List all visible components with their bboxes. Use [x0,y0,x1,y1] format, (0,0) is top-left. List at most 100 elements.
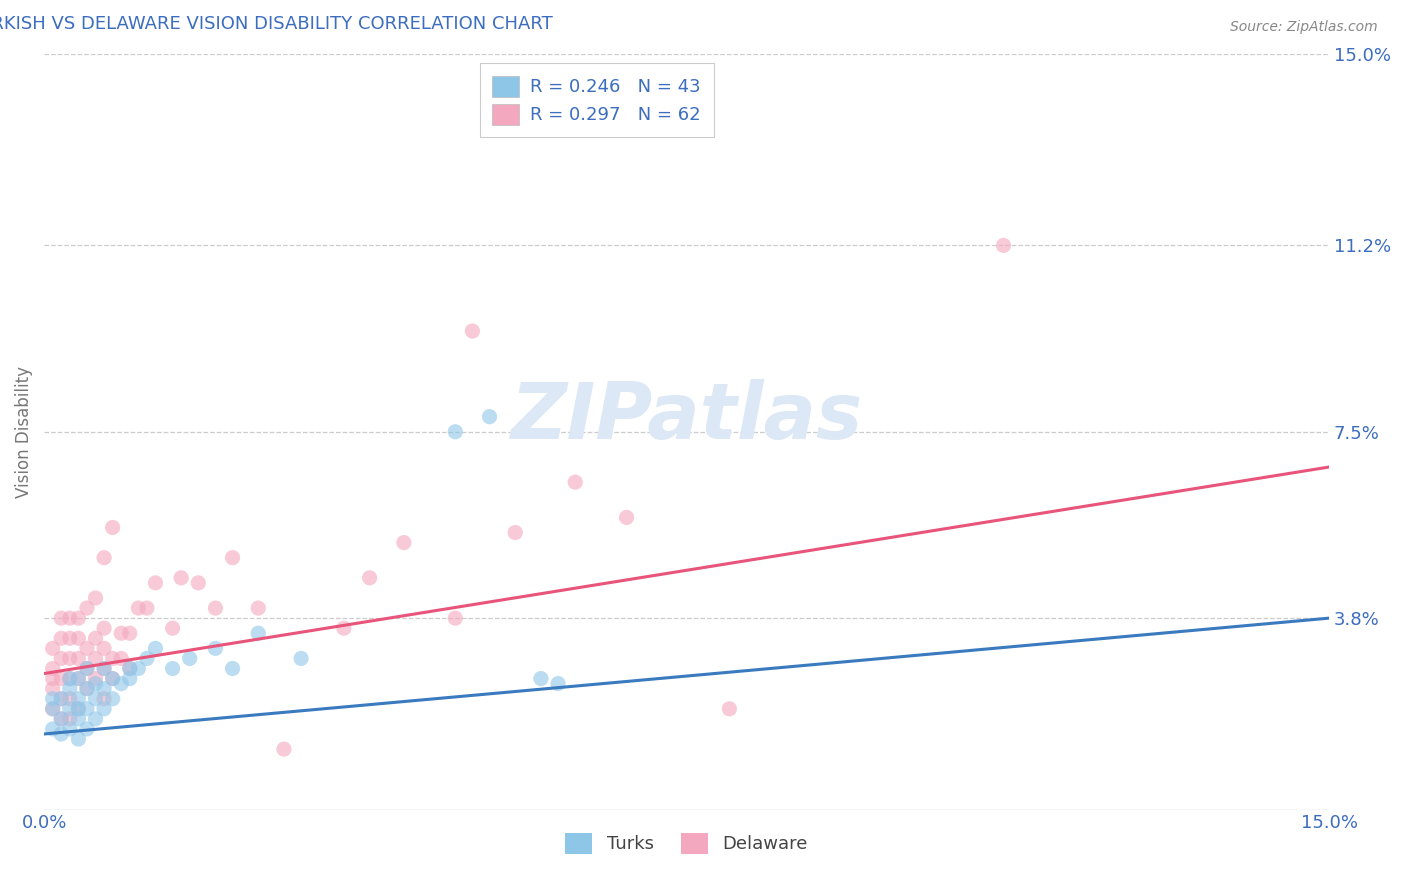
Point [84,676,107,690]
Point [162,661,184,675]
Point [145,641,167,656]
Point [145,575,167,590]
Point [59,712,82,726]
Point [392,535,415,549]
Point [204,641,226,656]
Point [359,571,381,585]
Point [67,712,90,726]
Point [93,641,115,656]
Point [162,621,184,635]
Point [76,601,98,615]
Point [41,681,63,696]
Point [110,651,132,665]
Point [101,691,124,706]
Point [67,651,90,665]
Point [67,691,90,706]
Point [93,691,115,706]
Point [67,672,90,686]
Point [93,661,115,675]
Text: ZIPatlas: ZIPatlas [510,379,863,455]
Text: TURKISH VS DELAWARE VISION DISABILITY CORRELATION CHART: TURKISH VS DELAWARE VISION DISABILITY CO… [0,15,553,33]
Point [93,661,115,675]
Point [67,672,90,686]
Point [461,324,484,338]
Point [59,681,82,696]
Point [93,681,115,696]
Point [101,520,124,534]
Point [101,672,124,686]
Point [84,712,107,726]
Point [59,702,82,716]
Point [51,691,73,706]
Point [135,651,157,665]
Point [503,525,526,540]
Point [273,742,295,756]
Point [187,575,209,590]
Point [67,611,90,625]
Point [170,571,193,585]
Y-axis label: Vision Disability: Vision Disability [15,366,32,498]
Point [564,475,586,490]
Point [59,691,82,706]
Text: Source: ZipAtlas.com: Source: ZipAtlas.com [1230,20,1378,34]
Legend: R = 0.246   N = 43, R = 0.297   N = 62: R = 0.246 N = 43, R = 0.297 N = 62 [479,63,713,137]
Point [59,611,82,625]
Point [101,672,124,686]
Point [59,722,82,736]
Point [41,672,63,686]
Point [76,722,98,736]
Point [444,425,467,439]
Point [118,626,141,640]
Point [118,672,141,686]
Point [444,611,467,625]
Point [51,611,73,625]
Point [110,676,132,690]
Point [179,651,201,665]
Point [67,731,90,746]
Point [59,651,82,665]
Point [718,702,741,716]
Point [76,641,98,656]
Point [76,661,98,675]
Point [204,601,226,615]
Point [67,632,90,646]
Point [118,661,141,675]
Point [76,661,98,675]
Point [84,691,107,706]
Point [51,712,73,726]
Point [247,601,270,615]
Point [101,651,124,665]
Point [67,702,90,716]
Point [547,676,569,690]
Point [135,601,157,615]
Point [478,409,501,424]
Point [76,702,98,716]
Point [333,621,356,635]
Point [76,681,98,696]
Point [41,722,63,736]
Point [93,702,115,716]
Point [616,510,638,524]
Point [84,651,107,665]
Point [110,626,132,640]
Point [51,651,73,665]
Point [247,626,270,640]
Point [41,702,63,716]
Point [221,661,243,675]
Point [84,591,107,605]
Point [127,661,149,675]
Point [127,601,149,615]
Point [84,632,107,646]
Point [118,661,141,675]
Point [530,672,553,686]
Point [41,691,63,706]
Point [993,238,1015,252]
Point [93,550,115,565]
Point [41,641,63,656]
Point [59,672,82,686]
Point [51,691,73,706]
Point [59,672,82,686]
Point [59,632,82,646]
Point [221,550,243,565]
Point [41,702,63,716]
